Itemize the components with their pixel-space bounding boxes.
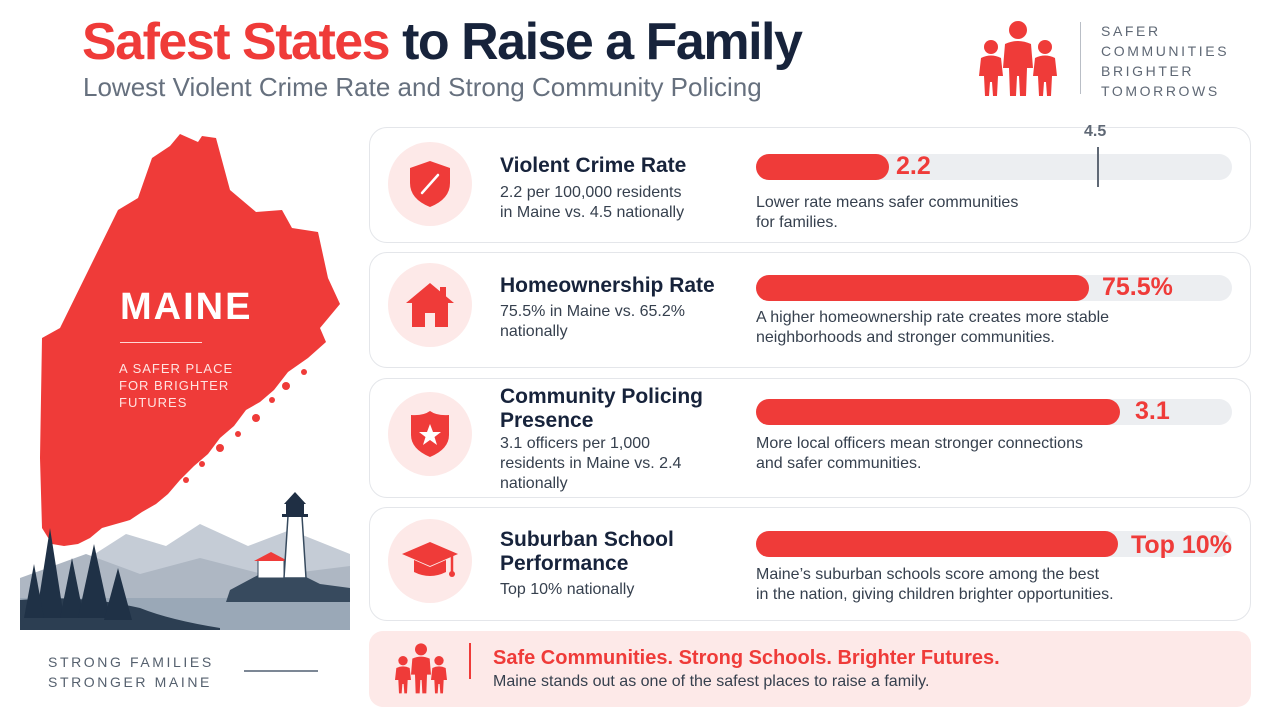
house-icon [406,283,454,327]
metric-card-homeownership: Homeownership Rate 75.5% in Maine vs. 65… [369,252,1251,368]
metric-bar-fill [756,154,890,180]
state-name: MAINE [120,286,253,328]
metric-value: 2.2 [896,152,931,180]
metric-bar-fill [756,399,1121,425]
metric-title: Homeownership Rate [500,274,715,297]
metric-title: Community Policing Presence [500,385,704,432]
banner-divider [469,643,471,679]
police-badge-icon [411,411,449,457]
metric-value: 75.5% [1102,273,1173,301]
banner-title: Safe Communities. Strong Schools. Bright… [493,647,1000,669]
footer-slogan: STRONG FAMILIES STRONGER MAINE [48,654,214,690]
metric-value: 3.1 [1135,397,1170,425]
metric-bar-fill [756,275,1090,301]
metric-title: Suburban School Performance [500,528,674,575]
metric-note: More local officers mean stronger connec… [756,435,1083,472]
metric-icon-badge [388,142,472,226]
metric-bar-fill [756,531,1118,557]
metric-note: A higher homeownership rate creates more… [756,309,1110,346]
summary-banner: Safe Communities. Strong Schools. Bright… [369,631,1251,707]
maine-map-illustration [20,134,350,630]
family-icon [395,643,447,694]
shield-icon [410,161,450,207]
graduation-cap-icon [402,542,458,577]
metric-description: Top 10% nationally [500,581,635,598]
metric-bar-track [756,275,1232,301]
page-subtitle: Lowest Violent Crime Rate and Strong Com… [83,72,762,102]
state-tagline: A SAFER PLACE FOR BRIGHTER FUTURES [119,361,234,410]
metric-title: Violent Crime Rate [500,154,687,177]
title-rest: to Raise a Family [402,13,803,71]
family-icon [979,21,1057,96]
maine-state-shape [40,134,340,546]
banner-text: Maine stands out as one of the safest pl… [493,673,930,690]
metric-bar-track [756,399,1232,425]
title-highlight: Safest States [82,13,391,71]
state-name-underline [120,342,202,343]
logo-divider [1080,22,1081,94]
metric-description: 2.2 per 100,000 residents in Maine vs. 4… [500,184,685,221]
metric-note: Maine’s suburban schools score among the… [756,566,1114,603]
footer-divider [244,670,318,672]
metric-card-policing: Community Policing Presence 3.1 officers… [369,378,1251,498]
metric-description: 3.1 officers per 1,000 residents in Main… [500,435,682,492]
national-average-marker [1097,147,1099,187]
brand-tagline: SAFER COMMUNITIES BRIGHTER TOMORROWS [1101,23,1230,99]
metric-icon-badge [388,392,472,476]
metric-icon-badge [388,519,472,603]
metric-bar-track [756,154,1232,180]
page-title: Safest States to Raise a Family [82,12,803,72]
metric-description: 75.5% in Maine vs. 65.2% nationally [500,303,685,340]
metric-icon-badge [388,263,472,347]
metric-bar-track [756,531,1232,557]
national-average-label: 4.5 [1084,123,1107,140]
metric-card-violent-crime: Violent Crime Rate 2.2 per 100,000 resid… [369,127,1251,243]
metric-value: Top 10% [1131,531,1232,559]
metric-note: Lower rate means safer communities for f… [756,194,1019,231]
metric-card-schools: Suburban School Performance Top 10% nati… [369,507,1251,621]
